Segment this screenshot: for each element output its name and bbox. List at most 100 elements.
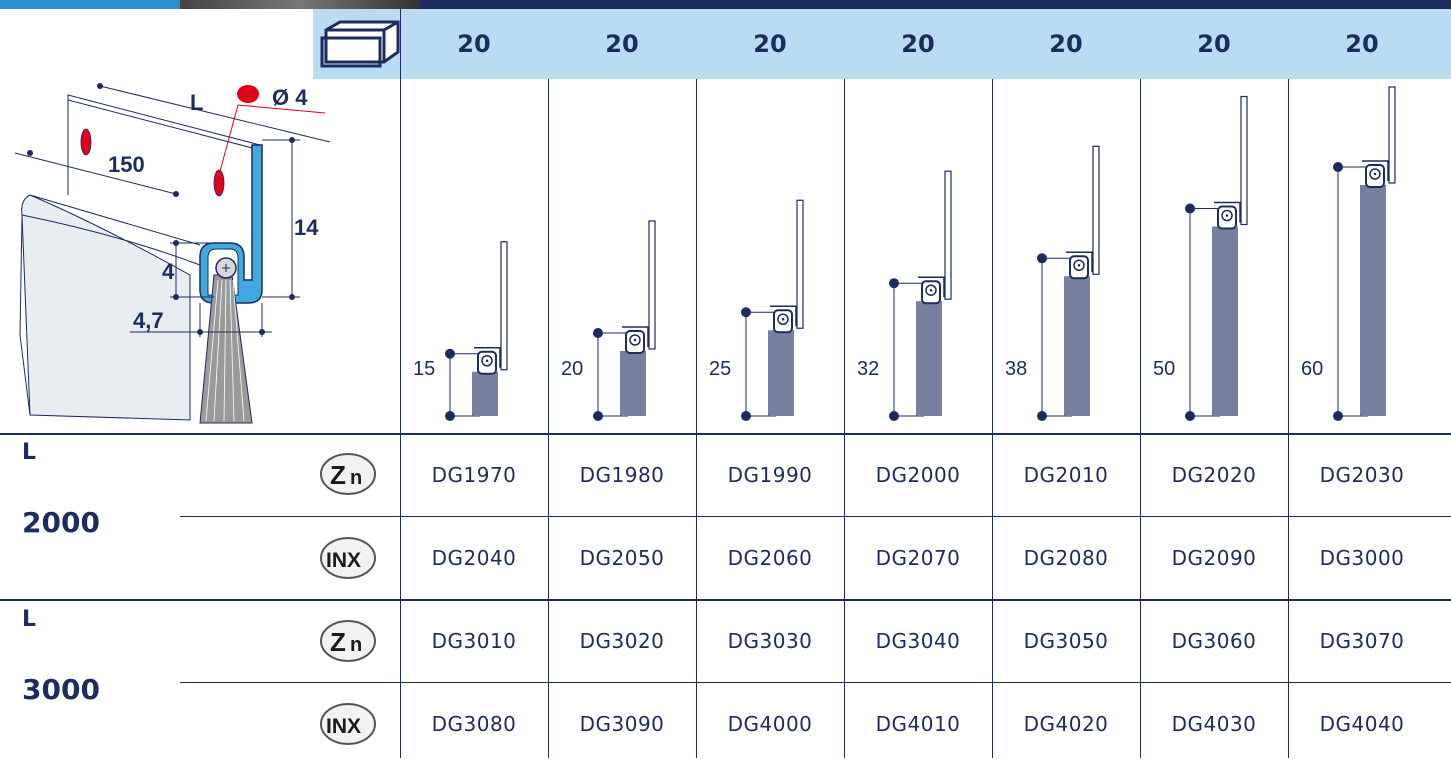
product-code: DG2060: [727, 546, 813, 570]
brush-profile-drawing: 38: [1005, 145, 1100, 421]
brush-holder-lip: [1362, 160, 1389, 181]
brush-height-value: 38: [1005, 358, 1027, 380]
dim-length-label: L: [190, 90, 203, 115]
mount-strip: [796, 199, 804, 329]
mount-strip: [1240, 95, 1248, 226]
brush-height-dot: [593, 328, 603, 338]
product-code: DG2080: [1023, 546, 1109, 570]
product-code: DG4040: [1319, 712, 1405, 736]
brush-column: 32: [844, 79, 992, 434]
dim-hole-diameter: Ø 4: [272, 85, 308, 110]
quantity-cell: 20: [901, 30, 935, 58]
brush-profile-drawing: 60: [1301, 86, 1396, 421]
zinc-zn-icon: Z n: [320, 620, 376, 662]
group-length-2000: 2000: [22, 506, 100, 539]
product-code: DG4010: [875, 712, 961, 736]
top-bar: [0, 0, 1451, 9]
zinc-zn-icon: Z n: [320, 453, 376, 495]
brush-column: 38: [992, 79, 1140, 434]
brush-profile-drawing: 15: [413, 241, 508, 421]
brush-holder-lip: [1066, 251, 1093, 273]
product-code: DG1970: [431, 463, 517, 487]
product-code: DG3020: [579, 629, 665, 653]
brush-core-center: [1077, 264, 1081, 267]
column-divider: [696, 79, 697, 758]
brush-column: 50: [1140, 79, 1288, 434]
brush-column: 25: [696, 79, 844, 434]
top-bar-image-strip: [180, 0, 420, 9]
product-code: DG3010: [431, 629, 517, 653]
brush-height-value: 32: [857, 358, 879, 380]
quantity-cell: 20: [1197, 30, 1231, 58]
product-code: DG2020: [1171, 463, 1257, 487]
row-divider: [180, 516, 1451, 517]
dim-channel-width: 4,7: [133, 308, 164, 333]
product-code: DG2050: [579, 546, 665, 570]
mount-strip: [944, 170, 952, 300]
brush-height-dot: [741, 411, 751, 421]
product-code: DG1990: [727, 463, 813, 487]
top-bar-accent: [0, 0, 180, 9]
brush-height-value: 50: [1153, 358, 1175, 380]
column-divider: [1140, 79, 1141, 758]
brush-height-value: 20: [561, 358, 583, 380]
brush-core-center: [929, 288, 933, 292]
mount-strip: [648, 220, 656, 350]
dim-profile-height: 14: [294, 215, 319, 240]
product-code: DG3030: [727, 629, 813, 653]
brush-profile-drawing: 32: [857, 170, 952, 421]
svg-text:INX: INX: [326, 549, 361, 572]
dim-hole-spacing: 150: [108, 152, 145, 177]
column-divider: [400, 9, 401, 758]
column-divider: [1288, 79, 1289, 758]
product-code: DG1980: [579, 463, 665, 487]
brush-column: 20: [548, 79, 696, 434]
brush-core-center: [485, 359, 489, 363]
brush-holder-lip: [1214, 201, 1241, 223]
brush-holder-lip: [918, 276, 945, 298]
product-code: DG2070: [875, 546, 961, 570]
svg-text:Z: Z: [330, 460, 346, 490]
quantity-cell: 20: [753, 30, 787, 58]
svg-text:INX: INX: [326, 715, 361, 738]
brush-height-dot: [741, 307, 751, 318]
brush-height-dot: [889, 278, 899, 289]
brush-profile-drawing: 50: [1153, 95, 1248, 421]
group-l-label: L: [22, 607, 37, 632]
product-code: DG4000: [727, 712, 813, 736]
brush-height-value: 15: [413, 358, 435, 380]
group-l-label: L: [22, 440, 37, 465]
brush-core-center: [1225, 214, 1229, 217]
column-divider: [844, 79, 845, 758]
product-code: DG4020: [1023, 712, 1109, 736]
svg-text:n: n: [350, 467, 362, 489]
column-divider: [992, 79, 993, 758]
profile-illustration: L Ø 4 150 14 4 4,7: [14, 83, 331, 424]
brush-height-dot: [1185, 411, 1195, 421]
group-length-3000: 3000: [22, 673, 100, 706]
product-code: DG3050: [1023, 629, 1109, 653]
product-code: DG2040: [431, 546, 517, 570]
mount-strip: [1092, 145, 1100, 275]
column-divider: [548, 79, 549, 758]
brush-height-value: 60: [1301, 358, 1323, 380]
row-divider: [180, 682, 1451, 683]
product-code: DG3070: [1319, 629, 1405, 653]
svg-text:n: n: [350, 634, 362, 656]
svg-text:Z: Z: [330, 627, 346, 657]
inox-inx-icon: INX: [320, 703, 376, 745]
brush-column: 15: [400, 79, 548, 434]
quantity-cell: 20: [605, 30, 639, 58]
brush-column: 60: [1288, 79, 1436, 434]
product-code: DG2010: [1023, 463, 1109, 487]
brush-holder-lip: [770, 305, 797, 327]
product-code: DG4030: [1171, 712, 1257, 736]
brush-height-dot: [889, 411, 899, 421]
product-code: DG3000: [1319, 546, 1405, 570]
brush-height-dot: [1037, 411, 1047, 421]
product-code: DG3090: [579, 712, 665, 736]
brush-height-dot: [593, 411, 603, 421]
brush-profile-drawing: 20: [561, 220, 656, 421]
product-code: DG2000: [875, 463, 961, 487]
product-code: DG2090: [1171, 546, 1257, 570]
